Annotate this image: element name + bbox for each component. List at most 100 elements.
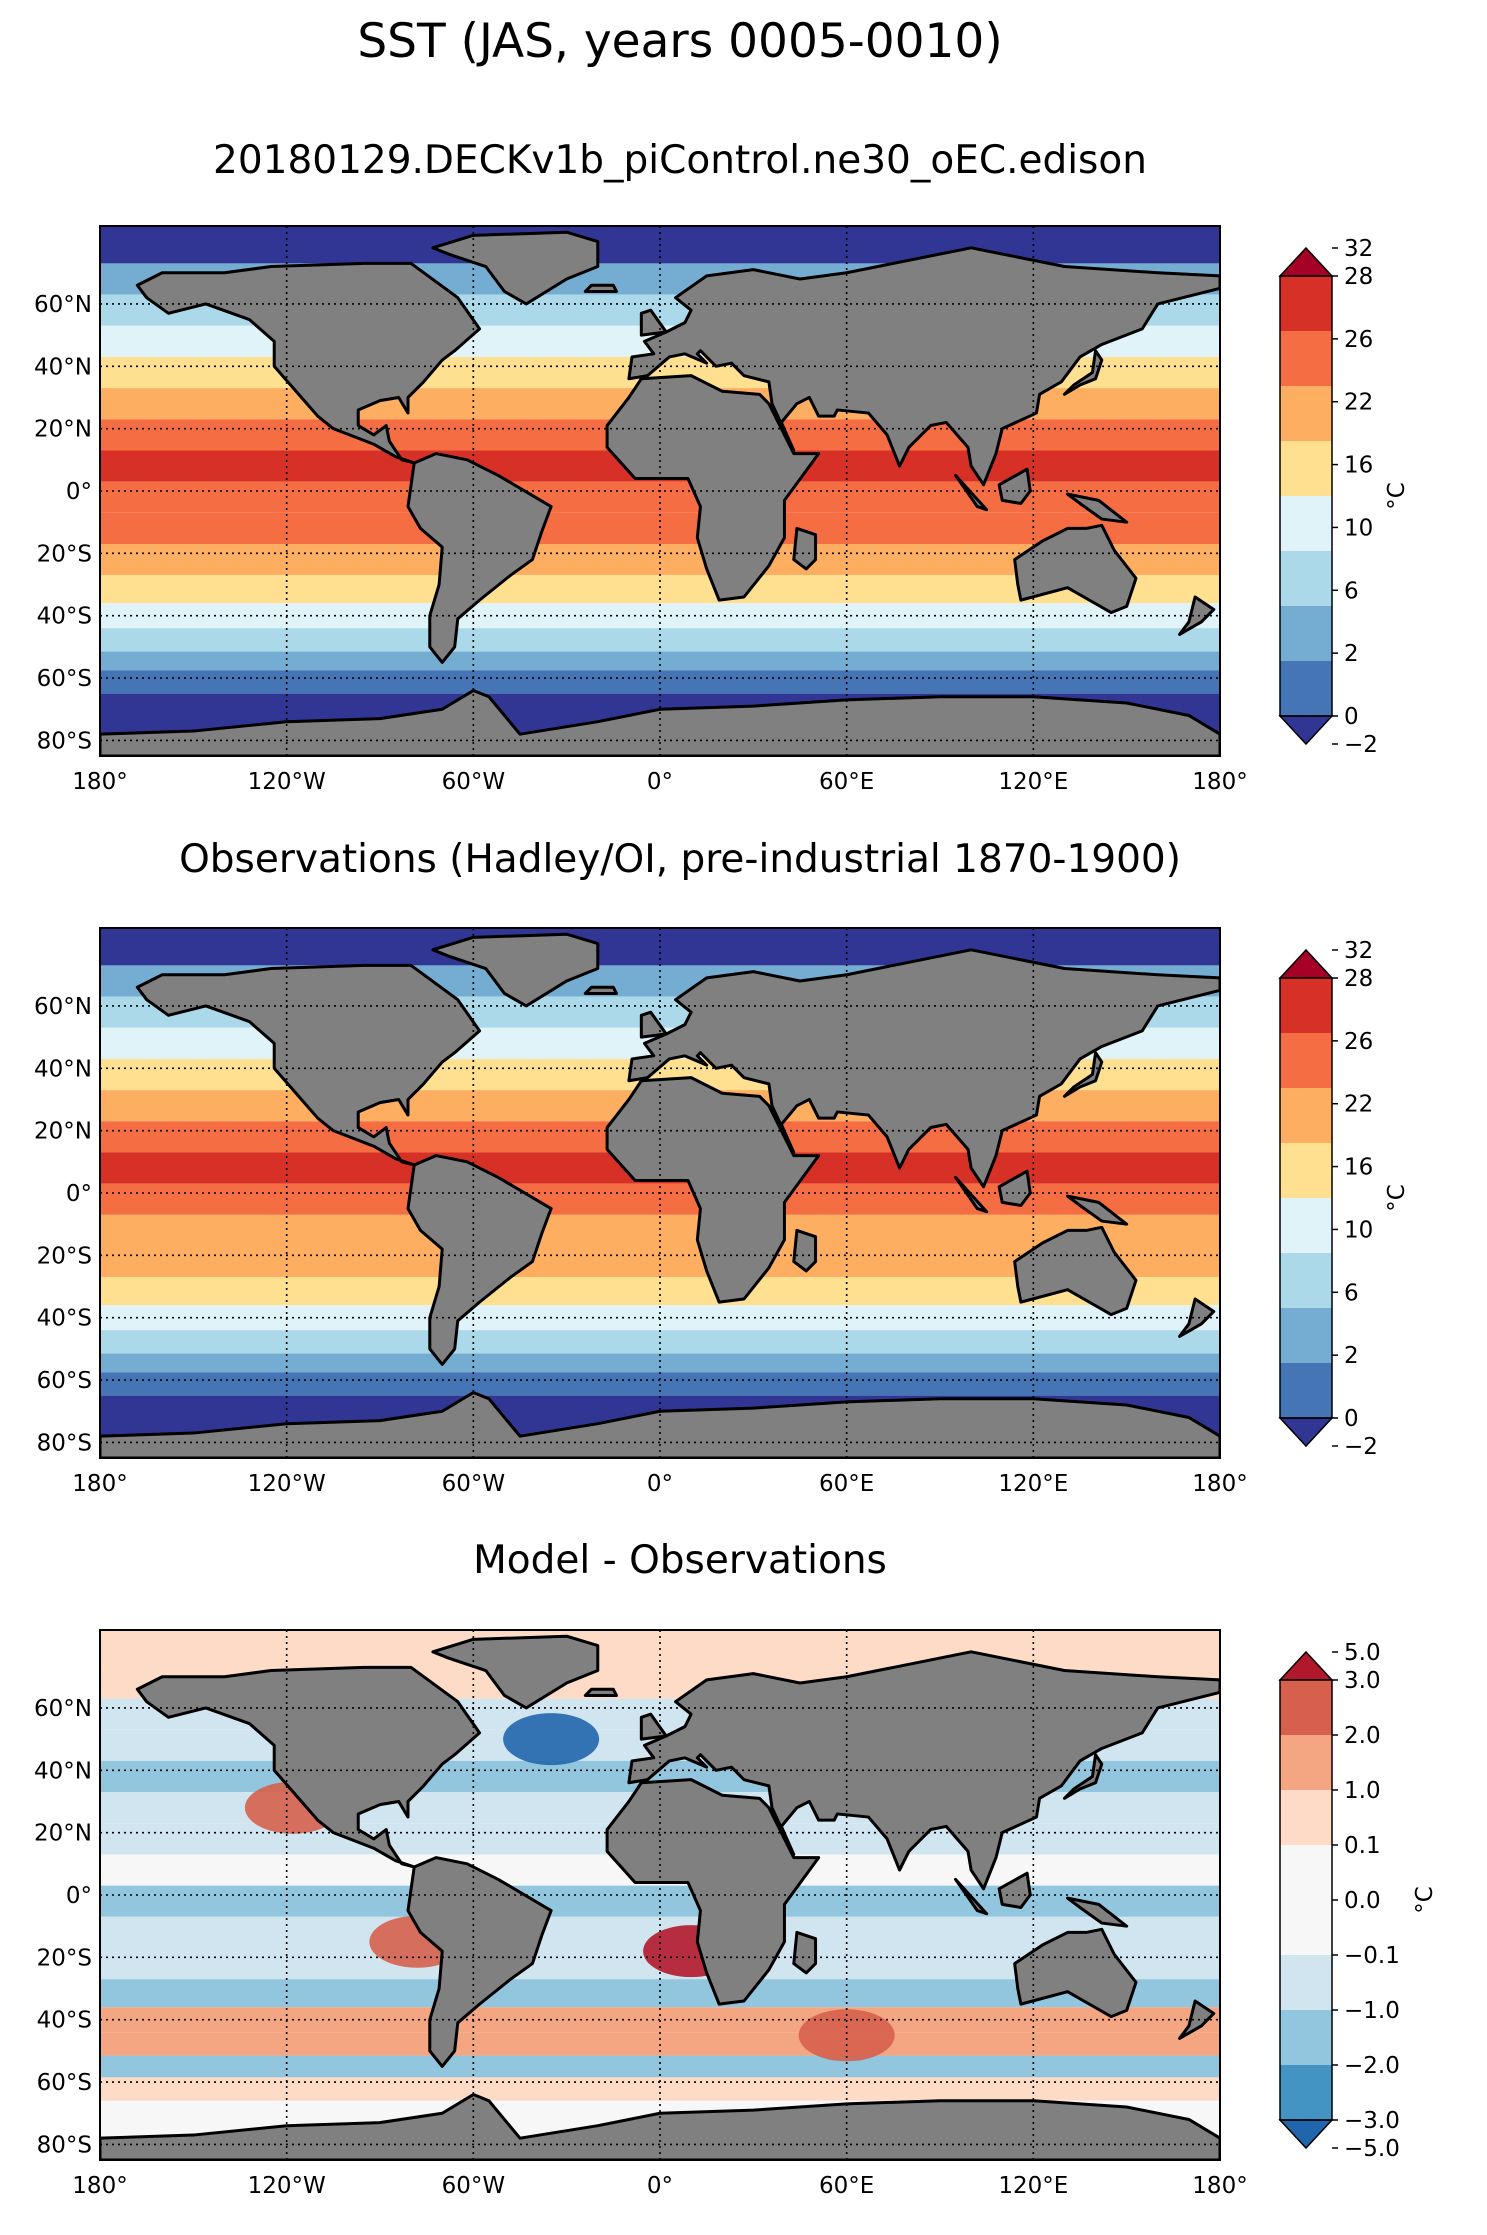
land-mass: [792, 526, 818, 571]
sst-band: [100, 628, 1220, 652]
land-mass: [627, 948, 1220, 1189]
y-tick-label: 0°: [66, 479, 92, 505]
y-tick-label: 0°: [66, 1181, 92, 1207]
x-tick-label: 0°: [647, 1471, 673, 1497]
land-mass: [997, 467, 1032, 505]
sst-band: [100, 603, 1220, 629]
sst-band: [100, 226, 1220, 264]
map-panel-model: 180° 120°W 60°W 0° 60°E 120°E 180° 60°N 40°N 20°N…: [34, 225, 1410, 795]
y-tick-label: 40°S: [37, 2008, 92, 2034]
colorbar-extend-top: [1278, 1650, 1334, 1681]
colorbar-segment: [1280, 661, 1332, 716]
land-mass: [792, 1228, 818, 1273]
colorbar-tick-label: 22: [1344, 1092, 1373, 1118]
land-mass: [1178, 595, 1216, 636]
sst-band: [100, 2032, 1220, 2056]
land-mass: [605, 1076, 821, 1304]
land-mass: [1062, 1051, 1104, 1098]
colorbar-tick-label: 28: [1344, 264, 1373, 290]
x-tick-label: 60°E: [819, 769, 874, 795]
sst-field-obs: [100, 928, 1220, 1458]
x-tick-label: 60°W: [442, 1471, 506, 1497]
land-mass: [792, 1930, 818, 1975]
colorbar-tick-label: −2.0: [1344, 2053, 1400, 2079]
sst-band: [100, 1372, 1220, 1396]
colorbar-tick-label: −3.0: [1344, 2108, 1400, 2134]
colorbar-segment: [1280, 496, 1332, 551]
colorbar-unit-label: °C: [1384, 482, 1410, 510]
x-tick-label: 120°E: [998, 1471, 1068, 1497]
sst-band: [100, 1823, 1220, 1855]
y-tick-label: 60°N: [34, 292, 92, 318]
land-mass: [954, 1877, 989, 1916]
y-tick-label: 0°: [66, 1883, 92, 1909]
y-tick-label: 60°N: [34, 1696, 92, 1722]
land-mass: [431, 932, 600, 1008]
sst-band: [100, 544, 1220, 576]
colorbar-segment: [1280, 2010, 1332, 2065]
land-mass: [1062, 349, 1104, 396]
colorbar-segment: [1280, 1900, 1332, 1955]
map-panel-diff: 180° 120°W 60°W 0° 60°E 120°E 180° 60°N 40°N 20°N…: [34, 1629, 1438, 2199]
panel-title-observations: Observations (Hadley/OI, pre-industrial …: [179, 837, 1181, 882]
x-tick-label: 180°: [72, 769, 127, 795]
land-mass: [954, 1175, 989, 1214]
sst-band: [100, 294, 1220, 326]
y-tick-label: 40°S: [37, 1306, 92, 1332]
colorbar-tick-label: 26: [1344, 327, 1373, 353]
land-mass: [431, 1634, 600, 1710]
sst-band: [100, 1760, 1220, 1793]
y-tick-label: 80°S: [37, 2132, 92, 2158]
sst-band: [100, 325, 1220, 357]
sst-band: [100, 2055, 1220, 2078]
colorbar-segment: [1280, 978, 1332, 1033]
sst-band: [100, 651, 1220, 671]
x-tick-label: 60°E: [819, 1471, 874, 1497]
land-mass: [997, 1871, 1032, 1909]
y-tick-label: 40°N: [34, 354, 92, 380]
land-mass: [406, 1856, 553, 2068]
colorbar-frame: [1279, 275, 1333, 717]
colorbar-segment: [1280, 331, 1332, 386]
bias-feature: [643, 1925, 740, 1978]
sst-band: [100, 1090, 1220, 1122]
colorbar-extend-top: [1278, 948, 1334, 979]
land-mass: [100, 1391, 1220, 1458]
map-frame: [99, 927, 1221, 1459]
land-mass: [627, 246, 1220, 487]
colorbar-tick-label: 0.1: [1344, 1833, 1381, 1859]
x-tick-label: 180°: [1192, 2173, 1247, 2199]
sst-band: [100, 1885, 1220, 1917]
colorbar-tick-label: 0: [1344, 704, 1359, 730]
y-tick-label: 20°N: [34, 417, 92, 443]
colorbar-segment: [1280, 2065, 1332, 2120]
colorbar-tick-label: 2.0: [1344, 1723, 1381, 1749]
colorbar-tick-label: 6: [1344, 578, 1359, 604]
bias-feature: [369, 1915, 466, 1968]
x-tick-label: 120°W: [248, 769, 326, 795]
colorbar-tick-label: 32: [1344, 938, 1373, 964]
land-mass: [406, 1154, 553, 1366]
land-mass: [997, 1169, 1032, 1207]
land-mass: [639, 308, 668, 337]
colorbar-tick-label: −0.1: [1344, 1943, 1400, 1969]
colorbar-tick-label: 16: [1344, 453, 1373, 479]
sst-band: [100, 928, 1220, 966]
colorbar-extend-bottom: [1278, 715, 1334, 746]
panel-title-difference: Model - Observations: [473, 1538, 887, 1583]
sst-band: [100, 1277, 1220, 1306]
sst-band: [100, 2077, 1220, 2101]
colorbar-tick-label: 5.0: [1344, 1640, 1381, 1666]
land-mass: [627, 1650, 1220, 1891]
land-mass: [583, 985, 618, 995]
x-tick-label: 60°W: [442, 769, 506, 795]
colorbar-segment: [1280, 1088, 1332, 1143]
colorbar-tick-label: 10: [1344, 515, 1373, 541]
y-tick-label: 40°S: [37, 604, 92, 630]
sst-band: [100, 1058, 1220, 1091]
colorbar-diff: 5.03.0 2.0 1.0 0.1 0.0 −0.1 −1.0 −2.0 −3.0−5.0 °C: [1278, 1640, 1438, 2162]
sst-band: [100, 1183, 1220, 1215]
sst-band: [100, 419, 1220, 451]
sst-band: [100, 996, 1220, 1028]
